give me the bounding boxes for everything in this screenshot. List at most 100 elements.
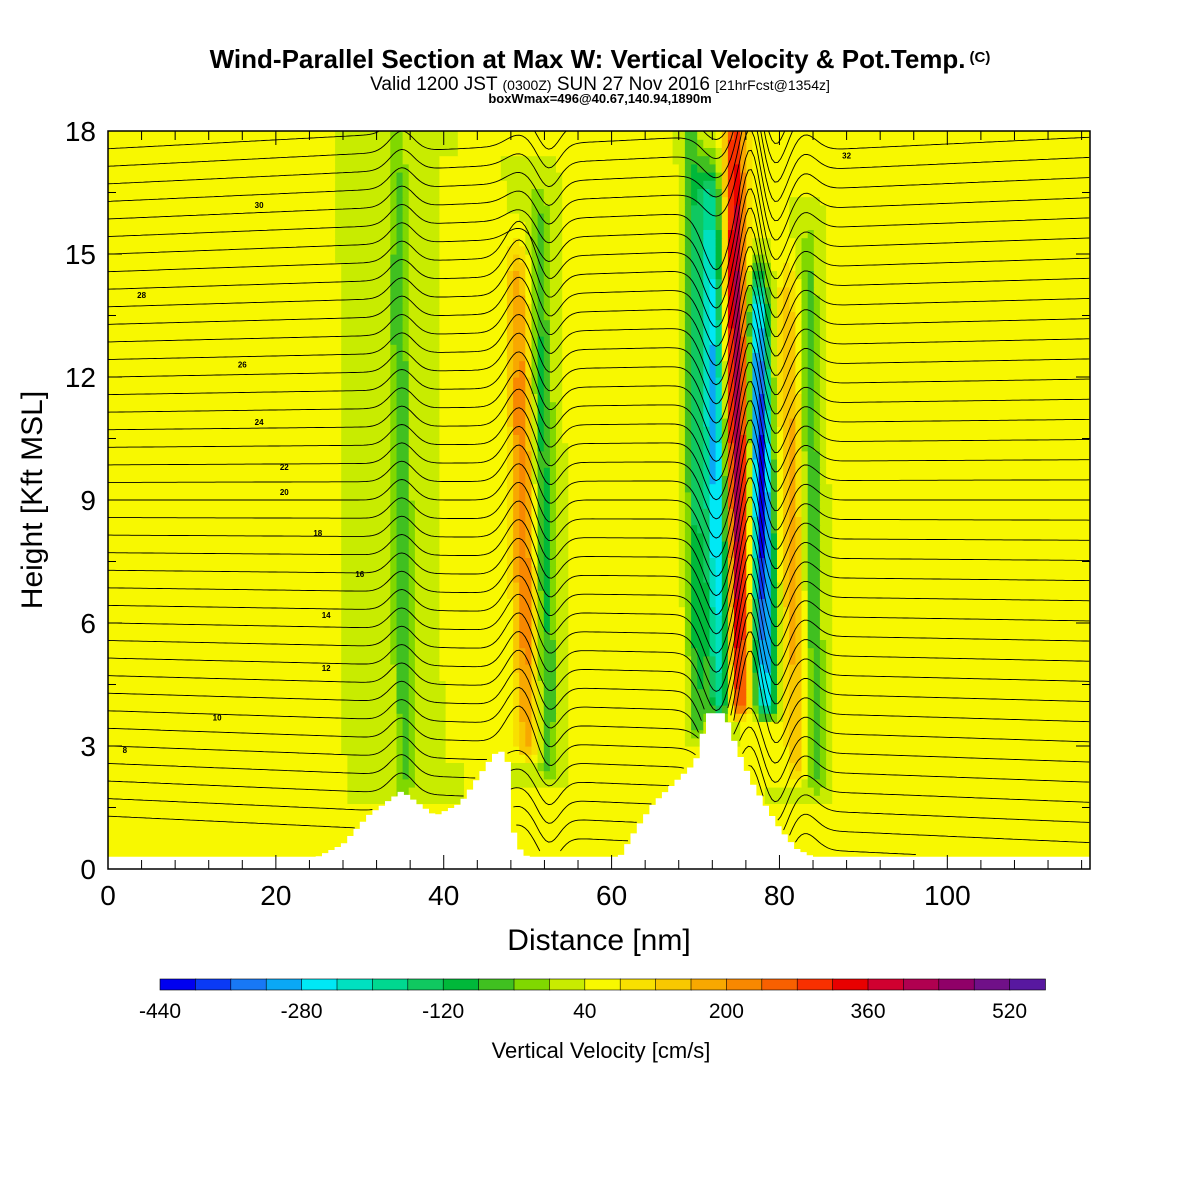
w-cell [813, 655, 821, 665]
w-cell [715, 237, 723, 247]
w-cell [777, 360, 784, 370]
w-cell [531, 385, 539, 394]
w-cell [789, 688, 803, 698]
w-cell [727, 434, 735, 444]
w-cell [819, 467, 827, 476]
w-cell [531, 729, 539, 739]
w-cell [341, 639, 391, 649]
w-cell [740, 237, 747, 247]
w-cell [108, 418, 342, 427]
w-cell [691, 213, 704, 222]
w-cell [537, 434, 545, 444]
w-cell [752, 680, 760, 690]
w-cell [783, 713, 790, 722]
w-cell [709, 508, 723, 517]
w-cell [746, 664, 753, 673]
w-cell [396, 549, 410, 558]
w-cell [777, 352, 784, 362]
w-cell [819, 532, 833, 542]
w-cell [537, 606, 545, 616]
w-cell [396, 532, 410, 542]
w-cell [709, 598, 717, 608]
w-cell [108, 803, 1090, 813]
w-cell [402, 754, 410, 763]
w-cell [721, 131, 729, 140]
w-cell [807, 319, 815, 329]
w-cell [568, 647, 686, 657]
w-cell [715, 180, 723, 189]
w-cell [740, 582, 747, 591]
w-cell [746, 401, 753, 411]
w-cell [537, 647, 545, 657]
w-cell [549, 557, 557, 567]
w-cell [513, 713, 520, 722]
w-cell [568, 475, 680, 485]
w-cell [783, 655, 790, 665]
w-cell [108, 795, 348, 804]
w-cell [783, 680, 790, 690]
w-cell [402, 270, 410, 280]
w-cell [556, 680, 569, 690]
w-cell [826, 262, 1090, 271]
w-cell [746, 606, 753, 616]
theta-contour-line [108, 573, 1090, 692]
w-cell [813, 286, 827, 296]
w-cell [715, 368, 723, 378]
theta-contour-label: 32 [842, 152, 851, 161]
w-cell [715, 418, 723, 427]
w-cell [531, 213, 539, 222]
w-cell [335, 213, 391, 222]
w-cell [752, 541, 760, 550]
w-cell [543, 352, 551, 362]
w-cell [439, 467, 508, 476]
w-cell [108, 508, 342, 517]
w-cell [390, 270, 404, 280]
w-cell [746, 696, 753, 706]
w-cell [703, 549, 710, 558]
w-cell [783, 303, 790, 312]
w-cell [525, 262, 532, 271]
w-cell [758, 434, 766, 444]
w-cell [543, 623, 551, 632]
w-cell [691, 295, 704, 304]
w-cell [396, 541, 410, 550]
w-cell [709, 623, 717, 632]
w-cell [549, 221, 563, 230]
w-cell [734, 418, 741, 427]
w-cell [752, 377, 760, 386]
w-cell [826, 229, 1090, 239]
w-cell [543, 664, 557, 673]
w-cell [439, 377, 508, 386]
w-cell [721, 672, 729, 681]
w-cell [513, 557, 520, 567]
w-cell [795, 295, 803, 304]
w-cell [740, 196, 747, 206]
w-cell [556, 688, 569, 698]
w-cell [740, 409, 747, 419]
w-cell [506, 319, 514, 329]
w-cell [721, 582, 729, 591]
w-cell [531, 565, 539, 575]
w-cell [439, 360, 508, 370]
w-cell [727, 713, 735, 722]
w-cell [801, 278, 809, 288]
w-cell [721, 467, 729, 476]
w-cell [439, 557, 508, 567]
w-cell [691, 508, 711, 517]
w-cell [408, 327, 440, 337]
w-cell [537, 713, 545, 722]
w-cell [543, 696, 557, 706]
w-cell [752, 483, 760, 493]
w-cell [519, 524, 526, 534]
w-cell [807, 524, 821, 534]
w-cell [721, 352, 729, 362]
w-cell [390, 549, 397, 558]
w-cell [770, 254, 796, 263]
w-cell [746, 549, 753, 558]
w-cell [543, 672, 557, 681]
w-cell [678, 295, 686, 304]
w-cell [691, 172, 717, 181]
w-cell [777, 606, 784, 616]
w-cell [439, 541, 508, 550]
w-cell [414, 655, 440, 665]
